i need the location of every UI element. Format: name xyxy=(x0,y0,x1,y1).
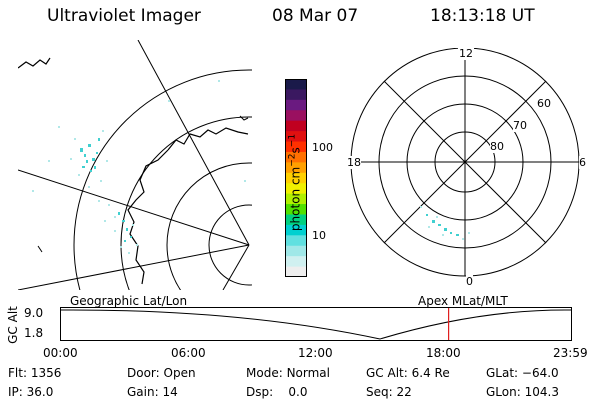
colorbar-tick-10: 10 xyxy=(312,229,326,242)
colorbar-stripe xyxy=(285,193,307,205)
altitude-ylabel: GC Alt xyxy=(5,306,20,344)
coastline xyxy=(127,149,169,285)
colorbar-stripe xyxy=(285,131,307,143)
xtick-0600: 06:00 xyxy=(171,346,206,360)
glon-value: 104.3 xyxy=(524,385,559,399)
altitude-curve xyxy=(60,309,572,340)
polar-aurora-emission xyxy=(426,214,459,236)
glat-value: −64.0 xyxy=(521,366,559,380)
mlt-label-12: 12 xyxy=(458,47,474,60)
mode-value: Normal xyxy=(286,366,330,380)
colorbar-stripe xyxy=(285,224,307,236)
flt-label: Flt: xyxy=(8,366,27,380)
colorbar-stripe xyxy=(285,120,307,132)
door-status: Door: Open xyxy=(127,366,196,380)
colorbar-stripe xyxy=(285,99,307,111)
colorbar-stripe xyxy=(285,162,307,174)
aurora-emission xyxy=(80,138,132,242)
meridian-line xyxy=(137,40,250,246)
flt-status: Flt: 1356 xyxy=(8,366,61,380)
seq-value: 22 xyxy=(396,385,412,399)
ytick-9: 9.0 xyxy=(24,306,44,320)
dsp-label: Dsp: xyxy=(246,385,274,399)
colorbar xyxy=(285,79,307,277)
xtick-2359: 23:59 xyxy=(553,346,588,360)
mlt-label-6: 6 xyxy=(579,156,586,169)
door-value: Open xyxy=(163,366,196,380)
xtick-0000: 00:00 xyxy=(43,346,78,360)
glon-status: GLon: 104.3 xyxy=(486,385,559,399)
coastline xyxy=(37,245,43,253)
glon-label: GLon: xyxy=(486,385,521,399)
ip-value: 36.0 xyxy=(26,385,54,399)
mlt-label-18: 18 xyxy=(347,156,361,169)
polar-mlt-panel xyxy=(350,48,580,277)
lat-circle xyxy=(73,69,252,290)
seq-label: Seq: xyxy=(366,385,393,399)
gcalt-label: GC Alt: xyxy=(366,366,408,380)
flt-value: 1356 xyxy=(30,366,62,380)
coastline xyxy=(167,127,249,151)
ip-status: IP: 36.0 xyxy=(8,385,53,399)
date-label: 08 Mar 07 xyxy=(272,6,359,26)
unit-mid: s xyxy=(288,147,303,154)
meridian-line xyxy=(18,169,250,246)
door-label: Door: xyxy=(127,366,160,380)
colorbar-stripe xyxy=(285,245,307,257)
colorbar-stripe xyxy=(285,183,307,195)
polar-diagonal xyxy=(383,80,547,244)
dsp-status: Dsp: 0.0 xyxy=(246,385,308,399)
colorbar-tick-100: 100 xyxy=(312,141,333,154)
mlt-label-0: 0 xyxy=(466,275,473,288)
polar-panel-label: Apex MLat/MLT xyxy=(418,294,508,308)
unit-base: photon cm xyxy=(288,166,303,232)
colorbar-stripe xyxy=(285,266,307,277)
seq-status: Seq: 22 xyxy=(366,385,412,399)
colorbar-stripe xyxy=(285,151,307,163)
xtick-1800: 18:00 xyxy=(426,346,461,360)
coastline xyxy=(239,115,249,121)
gcalt-value: 6.4 Re xyxy=(411,366,450,380)
unit-exp2: −1 xyxy=(287,133,298,148)
lat-label-60: 60 xyxy=(537,97,551,110)
meridian-line xyxy=(18,244,250,290)
colorbar-stripe xyxy=(285,214,307,226)
ip-label: IP: xyxy=(8,385,23,399)
colorbar-stripe xyxy=(285,141,307,153)
gain-status: Gain: 14 xyxy=(127,385,178,399)
colorbar-stripe xyxy=(285,110,307,122)
lat-circle xyxy=(208,204,252,286)
glat-label: GLat: xyxy=(486,366,519,380)
ytick-1_8: 1.8 xyxy=(24,326,44,340)
colorbar-stripe xyxy=(285,204,307,215)
time-label: 18:13:18 UT xyxy=(430,6,535,26)
colorbar-stripe xyxy=(285,172,307,184)
meridian-line xyxy=(222,244,250,290)
dsp-value: 0.0 xyxy=(288,385,308,399)
unit-exp1: −2 xyxy=(287,153,298,167)
lat-circle xyxy=(166,162,252,290)
coastline xyxy=(18,57,51,69)
colorbar-stripe xyxy=(285,79,307,90)
colorbar-unit-label: photon cm−2s−1 xyxy=(288,108,303,258)
lat-label-80: 80 xyxy=(490,140,504,153)
lat-label-70: 70 xyxy=(513,119,527,132)
gcalt-status: GC Alt: 6.4 Re xyxy=(366,366,450,380)
altitude-plot xyxy=(60,307,572,341)
colorbar-stripe xyxy=(285,235,307,247)
gain-value: 14 xyxy=(162,385,178,399)
mode-label: Mode: xyxy=(246,366,283,380)
gain-label: Gain: xyxy=(127,385,159,399)
colorbar-stripe xyxy=(285,89,307,101)
geographic-map-panel xyxy=(18,40,252,290)
geographic-panel-label: Geographic Lat/Lon xyxy=(70,294,188,308)
lat-circle xyxy=(120,116,252,290)
mode-status: Mode: Normal xyxy=(246,366,330,380)
xtick-1200: 12:00 xyxy=(298,346,333,360)
colorbar-stripe xyxy=(285,256,307,268)
instrument-title: Ultraviolet Imager xyxy=(47,6,201,26)
glat-status: GLat: −64.0 xyxy=(486,366,559,380)
